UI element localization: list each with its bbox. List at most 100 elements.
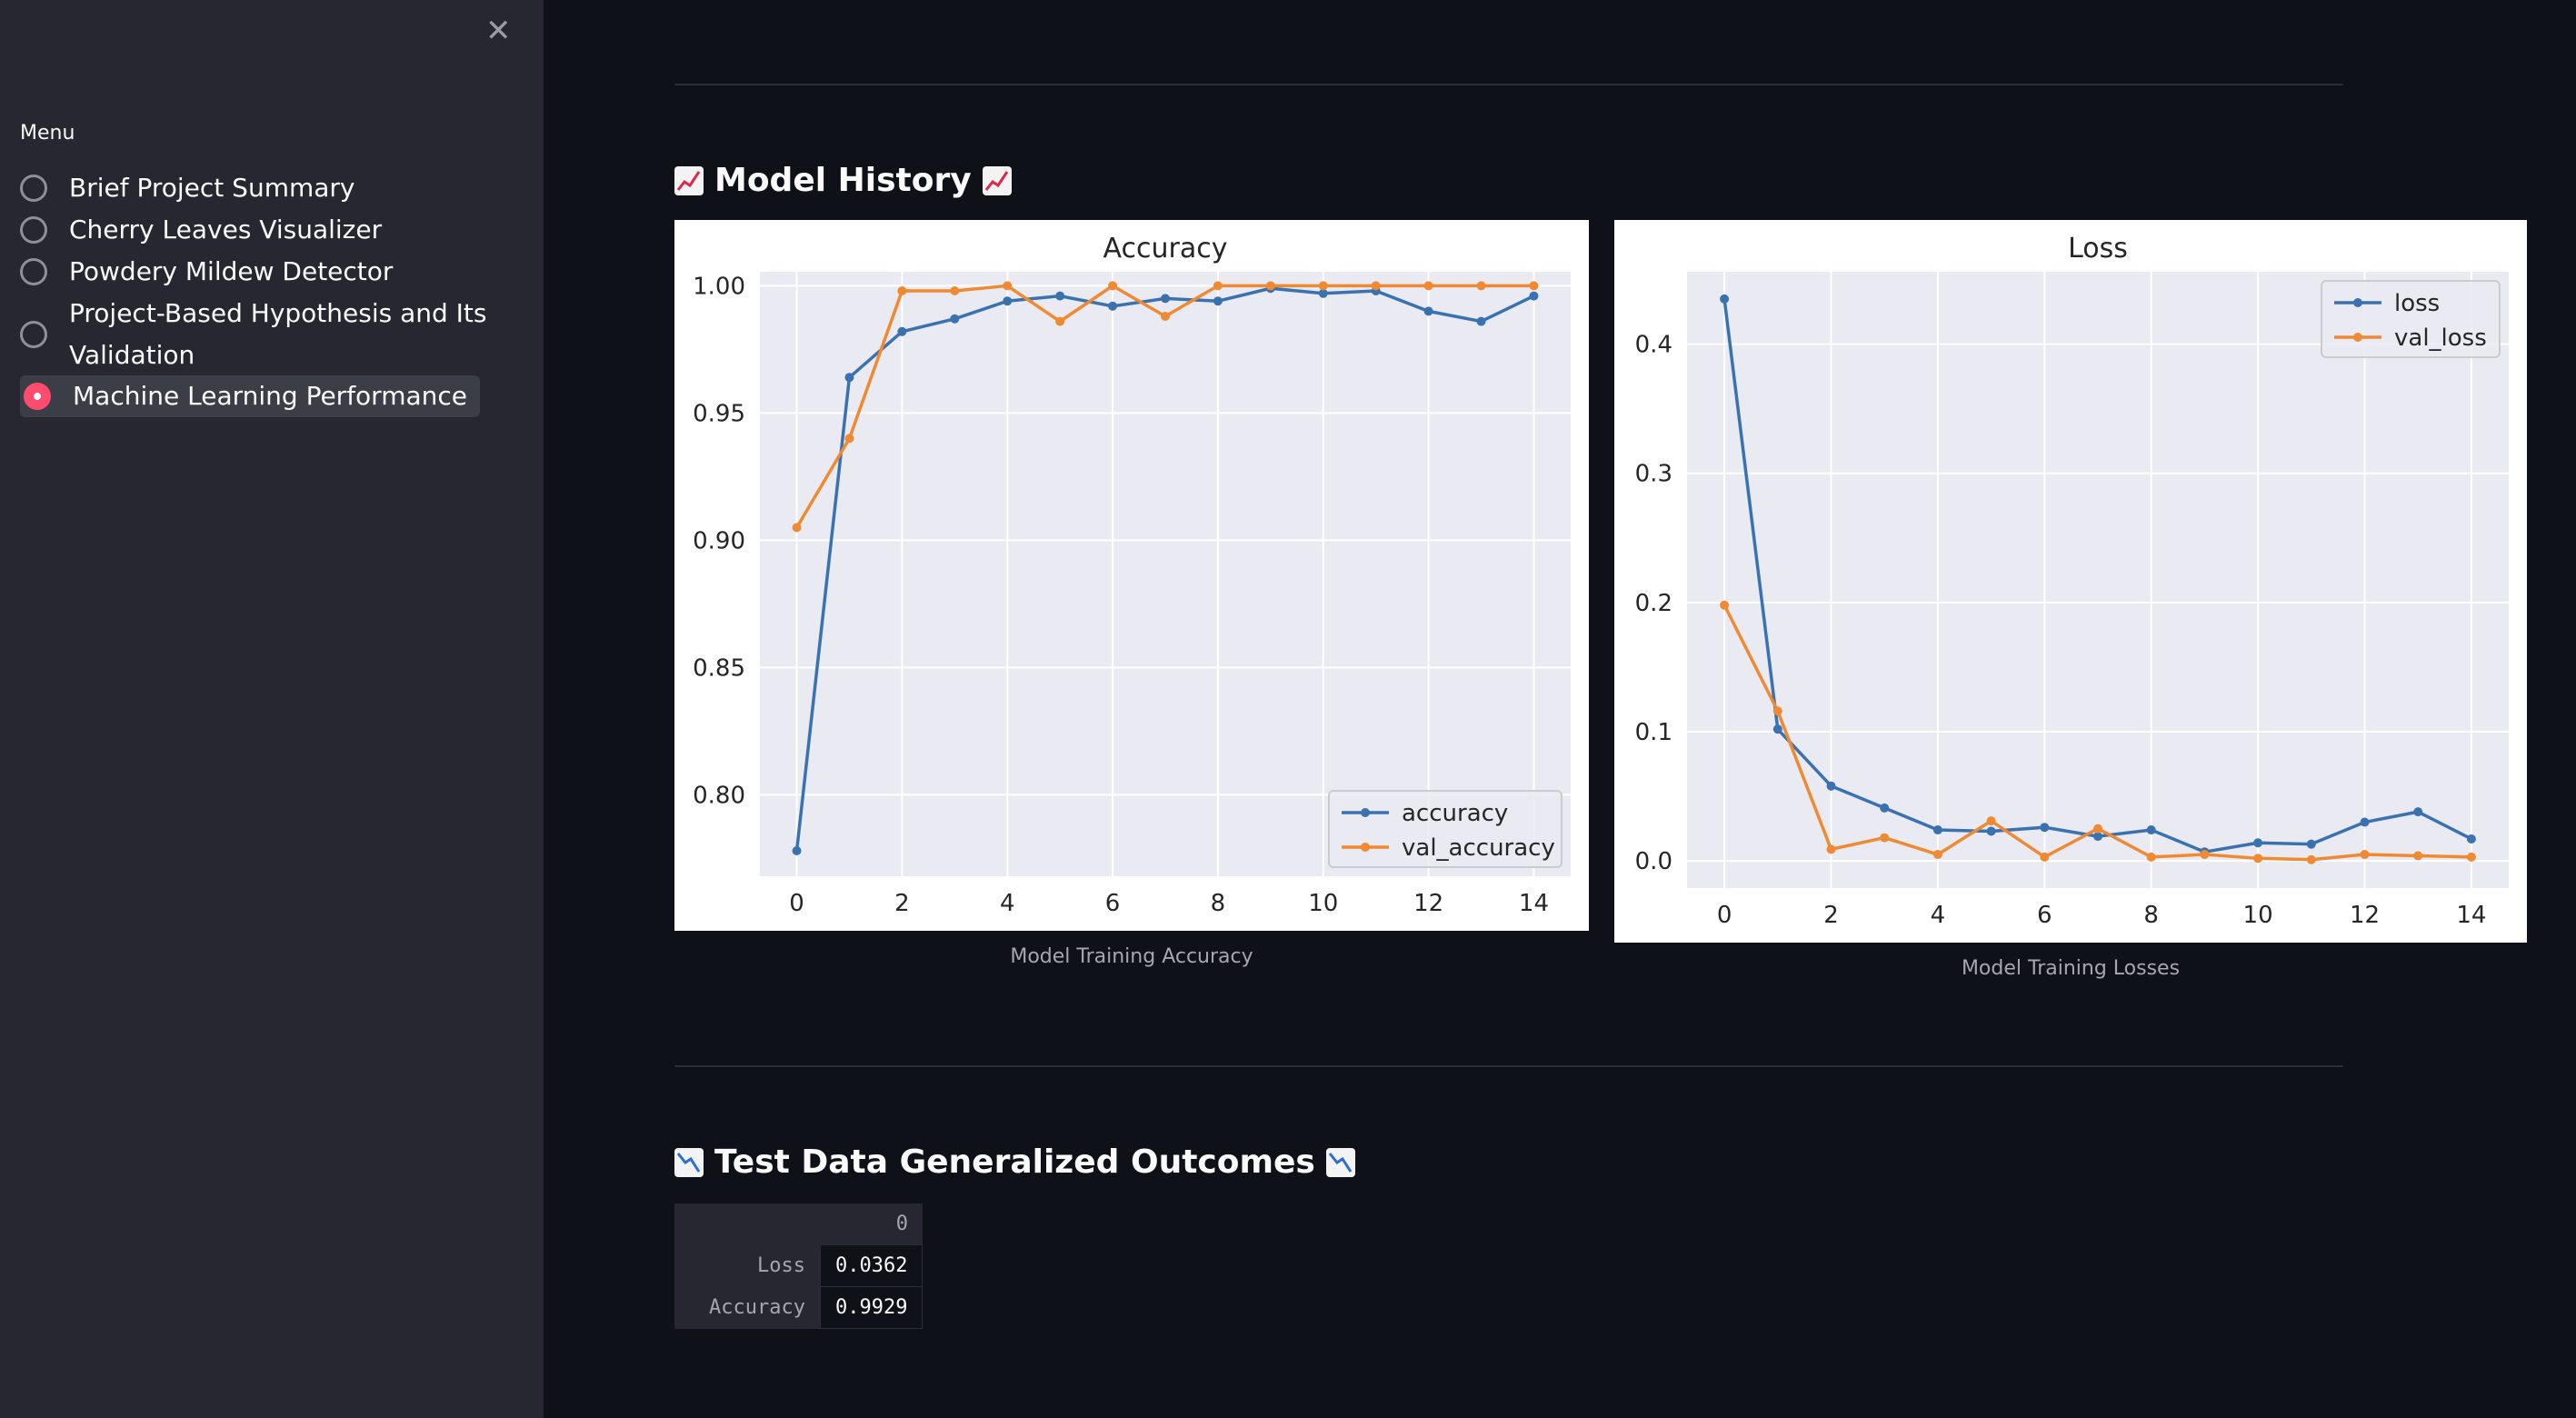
plot-area — [760, 272, 1571, 876]
menu-item-label-line1: Project-Based Hypothesis and Its — [69, 298, 487, 328]
data-point-val_loss — [2306, 854, 2316, 864]
data-point-loss — [2413, 807, 2423, 817]
data-point-accuracy — [950, 314, 960, 324]
x-tick-label: 8 — [2143, 902, 2159, 929]
x-tick-label: 2 — [894, 890, 910, 917]
menu-label: Menu — [20, 122, 75, 145]
x-tick-label: 8 — [1211, 890, 1226, 917]
menu-item-label: Project-Based Hypothesis and Its Validat… — [69, 293, 487, 376]
row-label: Accuracy — [674, 1286, 821, 1329]
data-point-val_loss — [1932, 850, 1942, 860]
legend-marker — [2353, 333, 2362, 342]
data-point-val_loss — [2200, 850, 2210, 860]
data-point-val_loss — [2253, 854, 2263, 864]
chart-title: Accuracy — [1103, 233, 1228, 265]
menu-item-project-hypothesis[interactable]: Project-Based Hypothesis and Its Validat… — [20, 293, 487, 376]
radio-icon[interactable] — [20, 321, 47, 348]
close-icon[interactable]: ✕ — [485, 13, 512, 49]
data-point-val_loss — [2413, 851, 2423, 861]
heading-text: Test Data Generalized Outcomes — [714, 1143, 1315, 1181]
data-point-val_loss — [2360, 850, 2370, 860]
data-point-val_accuracy — [1265, 281, 1275, 291]
divider — [674, 84, 2343, 85]
loss-chart-svg: 0 2 4 6 8 10 12 14 0.0 0.1 0.2 0.3 0.4 Loss loss val_lo… — [1635, 233, 2509, 929]
accuracy-chart: 0 2 4 6 8 10 12 14 0.80 0.85 0.90 0.95 1.00 Accuracy a… — [674, 220, 1589, 931]
x-tick-label: 2 — [1823, 902, 1839, 929]
data-point-val_accuracy — [1055, 316, 1065, 326]
data-point-val_loss — [2093, 824, 2102, 834]
data-point-val_accuracy — [950, 286, 960, 295]
data-point-val_accuracy — [1423, 281, 1433, 291]
data-point-loss — [1772, 724, 1782, 734]
radio-icon[interactable] — [20, 216, 47, 244]
x-tick-label: 4 — [1000, 890, 1015, 917]
data-point-val_accuracy — [1371, 281, 1381, 291]
column-header[interactable]: 0 — [820, 1203, 923, 1245]
y-tick-label: 0.0 — [1635, 848, 1672, 875]
radio-selected-icon[interactable] — [24, 383, 51, 410]
data-point-val_accuracy — [1108, 281, 1118, 291]
data-point-val_accuracy — [792, 523, 802, 533]
data-point-val_loss — [1720, 600, 1730, 610]
radio-icon[interactable] — [20, 258, 47, 285]
y-tick-label: 0.2 — [1635, 590, 1672, 617]
data-point-accuracy — [1423, 306, 1433, 316]
data-point-val_accuracy — [897, 286, 907, 295]
data-point-val_loss — [1826, 844, 1836, 854]
x-tick-label: 14 — [1519, 890, 1549, 917]
data-point-loss — [2253, 838, 2263, 848]
loss-chart: 0 2 4 6 8 10 12 14 0.0 0.1 0.2 0.3 0.4 Loss loss val_lo… — [1614, 220, 2527, 943]
data-point-val_loss — [1880, 833, 1890, 843]
data-point-val_accuracy — [1213, 281, 1223, 291]
legend-label: val_accuracy — [1402, 834, 1555, 862]
data-point-accuracy — [897, 326, 907, 336]
x-tick-label: 0 — [1717, 902, 1732, 929]
menu-item-cherry-leaves-visualizer[interactable]: Cherry Leaves Visualizer — [20, 209, 382, 251]
data-point-val_loss — [2040, 852, 2050, 862]
data-point-val_accuracy — [1318, 281, 1328, 291]
data-point-accuracy — [1476, 316, 1486, 326]
data-point-loss — [1880, 803, 1890, 813]
data-point-val_accuracy — [844, 434, 854, 444]
data-point-val_accuracy — [1476, 281, 1486, 291]
x-tick-label: 6 — [1105, 890, 1121, 917]
data-point-val_accuracy — [1003, 281, 1013, 291]
legend-label: val_loss — [2394, 325, 2487, 352]
data-point-loss — [1720, 294, 1730, 304]
radio-icon[interactable] — [20, 175, 47, 202]
menu-item-brief-project-summary[interactable]: Brief Project Summary — [20, 167, 355, 209]
x-tick-label: 14 — [2456, 902, 2486, 929]
cell-value[interactable]: 0.9929 — [819, 1286, 924, 1329]
sidebar: ✕ Menu Brief Project Summary Cherry Leav… — [0, 0, 544, 1418]
model-history-heading: Model History — [674, 162, 1012, 199]
x-tick-label: 12 — [2350, 902, 2380, 929]
data-point-accuracy — [1529, 291, 1539, 301]
x-tick-label: 12 — [1413, 890, 1443, 917]
data-point-loss — [2360, 817, 2370, 827]
data-point-loss — [2306, 839, 2316, 849]
legend-label: accuracy — [1402, 800, 1508, 827]
data-point-loss — [2093, 832, 2102, 842]
data-point-accuracy — [1108, 301, 1118, 311]
menu-item-powdery-mildew-detector[interactable]: Powdery Mildew Detector — [20, 251, 393, 293]
menu-item-ml-performance[interactable]: Machine Learning Performance — [20, 375, 480, 417]
accuracy-chart-svg: 0 2 4 6 8 10 12 14 0.80 0.85 0.90 0.95 1.00 Accuracy a… — [693, 233, 1571, 917]
data-point-val_loss — [2146, 852, 2156, 862]
x-tick-label: 4 — [1931, 902, 1946, 929]
data-point-val_accuracy — [1161, 312, 1170, 321]
menu-item-label: Powdery Mildew Detector — [69, 256, 394, 286]
table-header-row: 0 — [674, 1203, 923, 1245]
data-point-loss — [1986, 826, 1996, 836]
data-point-accuracy — [1161, 294, 1170, 304]
data-point-loss — [2466, 834, 2476, 844]
data-point-loss — [2146, 825, 2156, 835]
y-tick-label: 0.3 — [1635, 461, 1672, 488]
results-table: 0 Loss 0.0362 Accuracy 0.9929 — [674, 1203, 924, 1329]
data-point-val_loss — [1772, 706, 1782, 716]
cell-value[interactable]: 0.0362 — [819, 1244, 924, 1287]
y-tick-label: 0.90 — [693, 527, 745, 554]
y-tick-label: 1.00 — [693, 273, 745, 300]
legend-marker — [2353, 298, 2362, 307]
y-tick-label: 0.4 — [1635, 332, 1672, 359]
menu-item-label: Machine Learning Performance — [73, 381, 467, 411]
